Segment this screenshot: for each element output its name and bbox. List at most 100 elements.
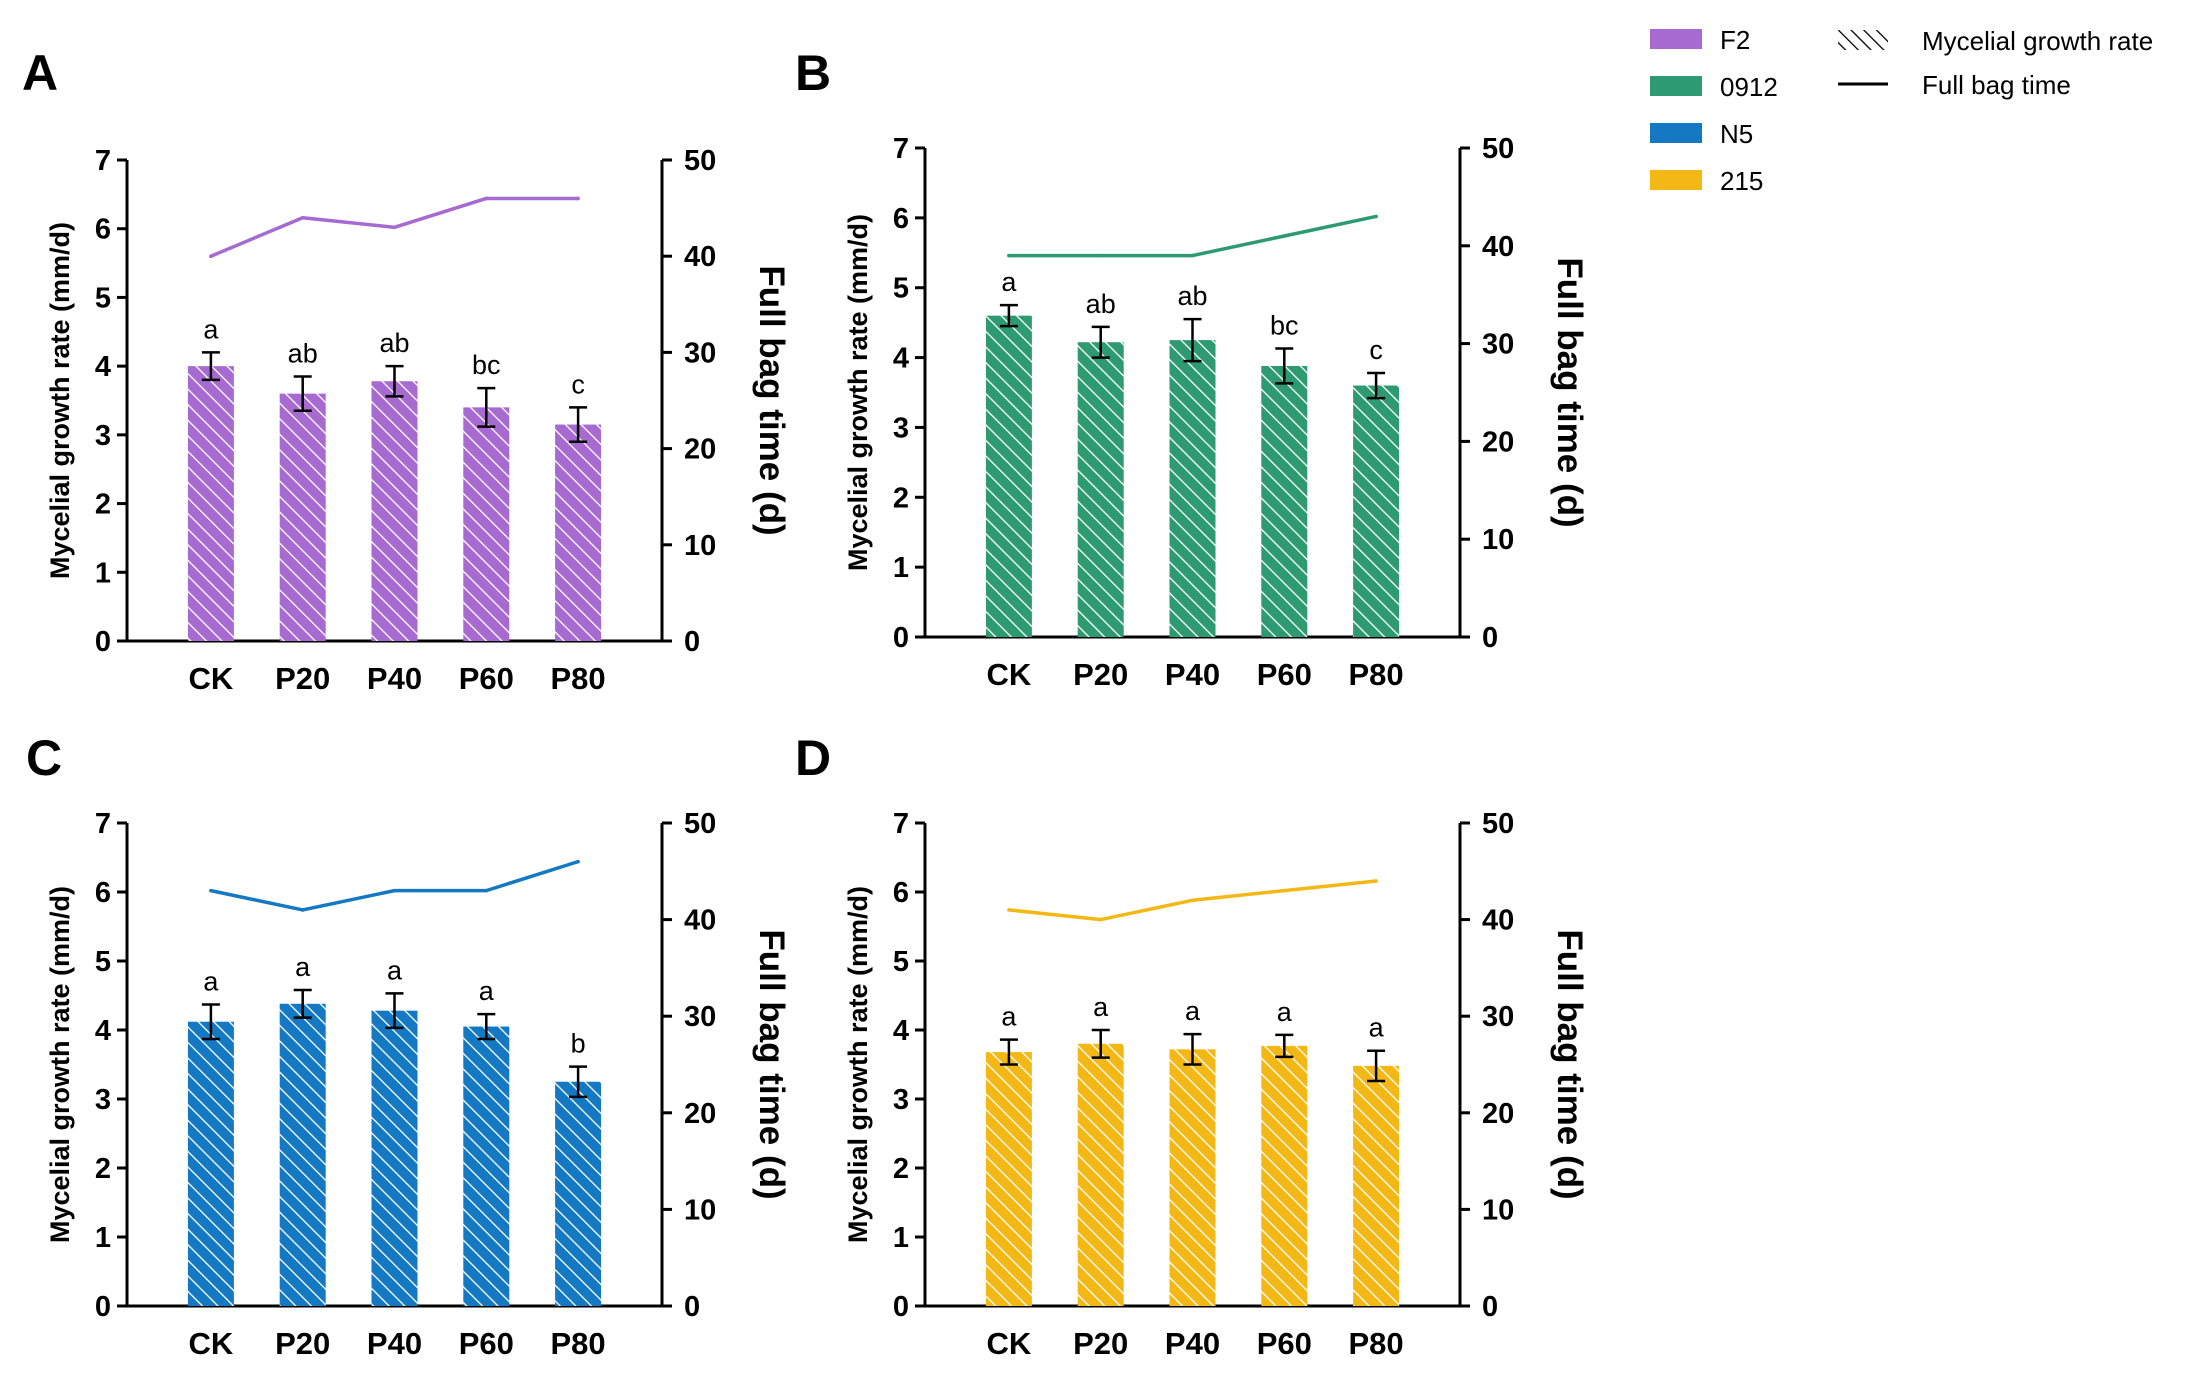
significance-label: ab	[1086, 289, 1116, 319]
right-tick-label: 20	[1482, 1098, 1514, 1130]
error-bar	[1275, 1033, 1294, 1059]
line-point	[1282, 234, 1287, 238]
left-tick-label: 7	[893, 133, 909, 165]
right-tick-label: 10	[1482, 1194, 1514, 1226]
line-point	[1190, 253, 1195, 258]
significance-label: bc	[1270, 310, 1299, 340]
legend-line-entry: Full bag time	[1838, 70, 2071, 100]
right-tick-label: 10	[684, 530, 716, 562]
right-tick-label: 30	[684, 337, 716, 369]
left-tick-label: 1	[893, 552, 909, 584]
error-bar	[293, 988, 312, 1019]
bar	[371, 1010, 418, 1306]
bar	[1077, 1043, 1124, 1306]
error-bar	[1275, 347, 1294, 385]
left-tick-label: 7	[95, 808, 111, 840]
bar	[1169, 340, 1216, 637]
significance-label: ab	[1177, 281, 1207, 311]
legend-swatch	[1650, 170, 1702, 190]
line-point	[392, 225, 397, 230]
panel-letter: D	[795, 730, 831, 786]
right-tick-label: 0	[684, 1291, 700, 1323]
bar	[1353, 1065, 1400, 1306]
bar	[1261, 1045, 1308, 1306]
significance-label: a	[1001, 267, 1017, 297]
category-label: CK	[189, 661, 234, 696]
significance-label: a	[1277, 997, 1293, 1027]
legend-swatch	[1650, 123, 1702, 143]
error-bar	[1091, 325, 1110, 359]
left-tick-label: 2	[893, 1153, 909, 1185]
significance-label: a	[479, 976, 495, 1006]
error-bar	[1183, 317, 1202, 363]
line-point	[209, 888, 213, 893]
ylabel-right: Full bag time (d)	[752, 929, 791, 1199]
category-label: P60	[459, 661, 514, 696]
legend-strain-label: 0912	[1720, 72, 1778, 102]
ylabel-left: Mycelial growth rate (mm/d)	[843, 886, 873, 1243]
significance-label: a	[1093, 992, 1109, 1022]
panel-b: B 0 1 2 3 4 5 6 7 0 10 20 30 40 50 Mycelial growth rate…	[795, 45, 1589, 692]
left-tick-label: 6	[95, 877, 111, 909]
ylabel-left: Mycelial growth rate (mm/d)	[45, 222, 75, 579]
line-point	[576, 859, 580, 864]
significance-label: a	[203, 966, 219, 996]
line-point	[1374, 214, 1378, 219]
bar	[1077, 342, 1124, 637]
error-bar	[1091, 1028, 1110, 1059]
category-label: CK	[189, 1326, 234, 1361]
left-tick-label: 1	[95, 1222, 111, 1254]
right-tick-label: 0	[1482, 622, 1498, 654]
line-point	[209, 254, 213, 258]
left-tick-label: 1	[95, 557, 111, 589]
error-bar	[201, 1003, 220, 1041]
left-tick-label: 2	[893, 482, 909, 514]
ylabel-right: Full bag time (d)	[1550, 257, 1589, 527]
significance-label: a	[1001, 1002, 1017, 1032]
legend-bar-entry: Mycelial growth rate	[1838, 26, 2153, 56]
panel-a: A 0 1 2 3 4 5 6 7 0 10 20 30 40 50 Mycelial growth rate…	[22, 45, 791, 696]
legend-strain-label: 215	[1720, 166, 1763, 196]
bar	[1261, 365, 1308, 637]
line-point	[576, 196, 580, 201]
error-bar	[477, 1012, 496, 1041]
error-bar	[1367, 371, 1386, 400]
left-tick-label: 3	[893, 1084, 909, 1116]
line-point	[1190, 898, 1195, 903]
right-tick-label: 0	[684, 626, 700, 658]
left-tick-label: 3	[95, 1084, 111, 1116]
ylabel-left: Mycelial growth rate (mm/d)	[45, 886, 75, 1243]
category-label: P80	[1349, 657, 1404, 692]
right-tick-label: 20	[1482, 426, 1514, 458]
full-bag-time-line	[210, 859, 579, 912]
ylabel-right: Full bag time (d)	[752, 265, 791, 535]
left-tick-label: 6	[95, 214, 111, 246]
legend-line-label: Full bag time	[1922, 70, 2071, 100]
significance-label: c	[1369, 335, 1383, 365]
legend-swatch	[1650, 29, 1702, 49]
category-label: CK	[987, 657, 1032, 692]
category-label: P60	[1257, 1326, 1312, 1361]
significance-label: a	[203, 314, 219, 344]
left-tick-label: 6	[893, 877, 909, 909]
right-tick-label: 20	[684, 1098, 716, 1130]
category-label: P20	[275, 661, 330, 696]
right-tick-label: 40	[684, 241, 716, 273]
significance-label: a	[1185, 996, 1201, 1026]
left-tick-label: 4	[95, 351, 111, 383]
right-tick-label: 40	[1482, 905, 1514, 937]
left-tick-label: 5	[95, 946, 111, 978]
legend-swatch	[1650, 76, 1702, 96]
left-tick-label: 4	[893, 343, 909, 375]
legend-hatch-swatch	[1838, 30, 1888, 50]
right-tick-label: 10	[1482, 524, 1514, 556]
line-point	[1007, 253, 1011, 258]
bar	[463, 407, 510, 641]
legend-bar-label: Mycelial growth rate	[1922, 26, 2153, 56]
bar	[371, 381, 418, 641]
right-tick-label: 40	[1482, 231, 1514, 263]
legend: F2 0912 N5 215 Mycelial growth rate Full ba…	[1650, 25, 2153, 196]
left-tick-label: 4	[95, 1015, 111, 1047]
left-tick-label: 3	[95, 420, 111, 452]
